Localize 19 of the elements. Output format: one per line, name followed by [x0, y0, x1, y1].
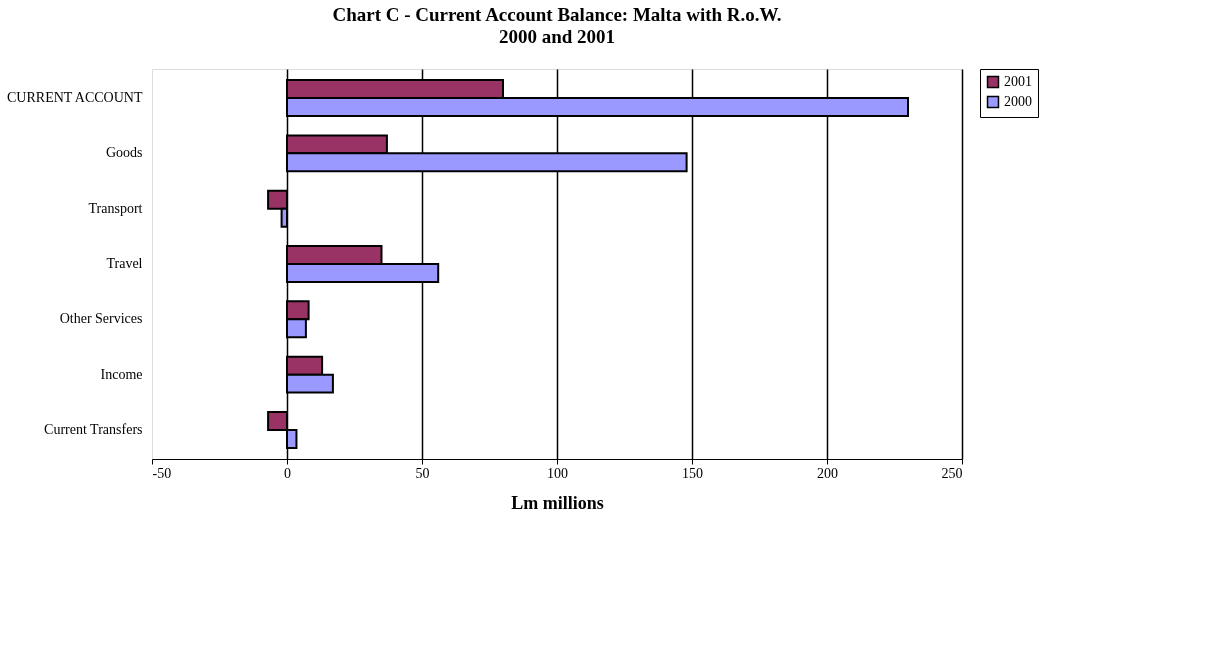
x-tick-label: -50	[152, 465, 172, 481]
y-tick-label: Transport	[88, 200, 143, 216]
x-axis-title: Lm millions	[511, 492, 604, 513]
y-tick-label: Current Transfers	[44, 421, 143, 437]
legend-label: 2001	[1004, 74, 1032, 89]
y-tick-label: Goods	[105, 145, 143, 161]
chart-subtitle: 2000 and 2001	[498, 25, 616, 47]
x-tick-label: 50	[415, 465, 430, 481]
x-tick-label: 150	[682, 465, 703, 481]
legend-label: 2000	[1004, 94, 1032, 109]
y-tick-label: Travel	[106, 256, 143, 271]
x-tick-label: 250	[941, 465, 963, 481]
chart-title: Chart C - Current Account Balance: Malta with R.o.W.	[332, 3, 782, 25]
y-tick-label: CURRENT ACCOUNT	[7, 90, 143, 106]
y-tick-label: Income	[100, 366, 143, 382]
x-tick-label: 100	[547, 465, 568, 481]
x-tick-label: 200	[817, 465, 838, 481]
x-tick-label: 0	[284, 465, 291, 481]
y-tick-label: Other Services	[59, 311, 143, 327]
